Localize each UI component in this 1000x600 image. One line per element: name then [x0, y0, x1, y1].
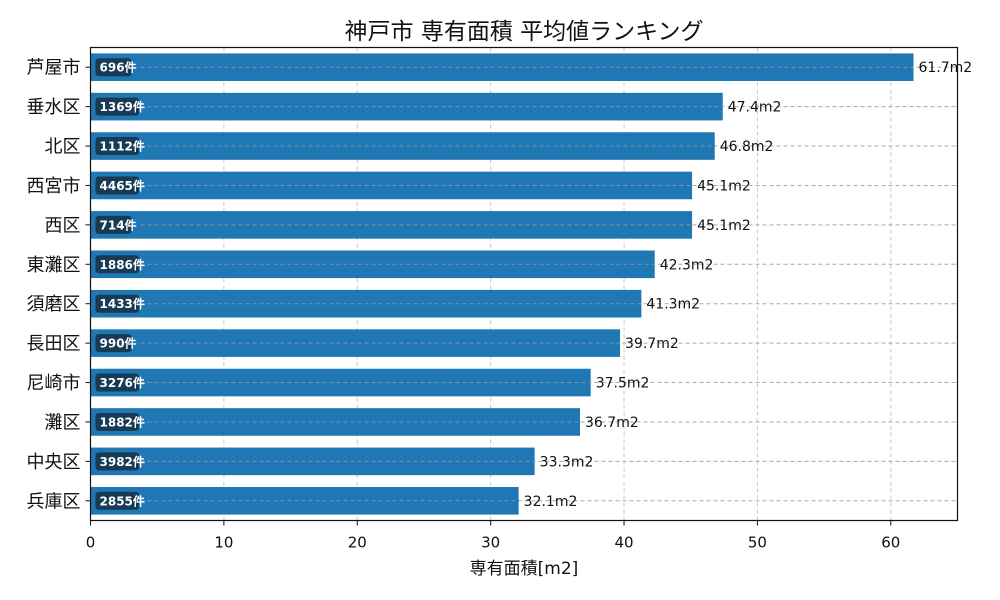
value-label: 33.3m2	[540, 454, 594, 470]
grid	[90, 47, 958, 521]
count-badge	[95, 176, 139, 195]
count-badge	[95, 373, 139, 392]
count-label: 1112件	[100, 139, 145, 154]
count-badge	[95, 58, 132, 77]
category-label: 長田区	[27, 334, 81, 355]
count-label: 1369件	[100, 99, 145, 114]
count-badge	[95, 294, 139, 313]
value-label: 42.3m2	[660, 257, 714, 273]
value-label: 47.4m2	[728, 100, 782, 116]
count-label: 714件	[100, 217, 137, 232]
value-label: 45.1m2	[697, 178, 751, 194]
count-label: 1886件	[100, 257, 145, 272]
x-tick-label: 60	[881, 534, 900, 552]
category-label: 灘区	[45, 412, 81, 433]
count-label: 696件	[100, 60, 137, 75]
value-label: 32.1m2	[524, 494, 578, 510]
count-label: 990件	[100, 336, 137, 351]
x-tick-label: 40	[614, 534, 633, 552]
bar	[90, 211, 693, 239]
value-label: 36.7m2	[585, 415, 639, 431]
plot-frame	[89, 46, 959, 522]
category-label: 北区	[45, 137, 81, 158]
count-badge	[95, 255, 139, 274]
count-badge	[95, 491, 139, 510]
count-label: 4465件	[100, 178, 145, 193]
category-label: 須磨区	[27, 294, 81, 315]
value-label: 37.5m2	[596, 376, 650, 392]
x-tick-label: 10	[214, 534, 233, 552]
count-label: 2855件	[100, 493, 145, 508]
category-label: 東灘区	[27, 255, 81, 276]
bar	[90, 368, 591, 397]
x-tick-label: 20	[348, 534, 367, 552]
count-badge	[95, 137, 139, 156]
count-label: 3276件	[100, 375, 145, 390]
x-axis: 0 10 20 30 40 50 60	[86, 520, 900, 552]
chart-title: 神戸市 専有面積 平均値ランキング	[345, 19, 704, 45]
x-tick-label: 50	[748, 534, 767, 552]
category-label: 中央区	[27, 452, 81, 473]
category-label: 芦屋市	[27, 58, 81, 79]
count-badge	[95, 452, 139, 471]
count-badge	[95, 97, 139, 116]
category-label: 西区	[45, 215, 81, 236]
value-label: 61.7m2	[918, 60, 972, 76]
x-tick-label: 30	[481, 534, 500, 552]
count-label: 3982件	[100, 454, 145, 469]
category-label: 西宮市	[27, 176, 81, 197]
bar	[90, 171, 693, 200]
value-label: 46.8m2	[720, 139, 774, 155]
count-label: 1433件	[100, 296, 145, 311]
category-label: 尼崎市	[27, 373, 81, 394]
value-label: 39.7m2	[625, 336, 679, 352]
x-tick-label: 0	[86, 534, 96, 552]
count-badge	[95, 334, 132, 353]
value-label: 45.1m2	[697, 218, 751, 234]
bars: 696件 61.7m2 1369件 47.4m2 1112件 46.8m2 4465件 45.…	[90, 53, 972, 515]
category-label: 兵庫区	[27, 491, 81, 512]
x-axis-label: 専有面積[m2]	[470, 559, 579, 579]
count-badge	[95, 215, 132, 234]
count-label: 1882件	[100, 414, 145, 429]
count-badge	[95, 412, 139, 431]
value-label: 41.3m2	[646, 297, 700, 313]
category-label: 垂水区	[27, 97, 81, 118]
